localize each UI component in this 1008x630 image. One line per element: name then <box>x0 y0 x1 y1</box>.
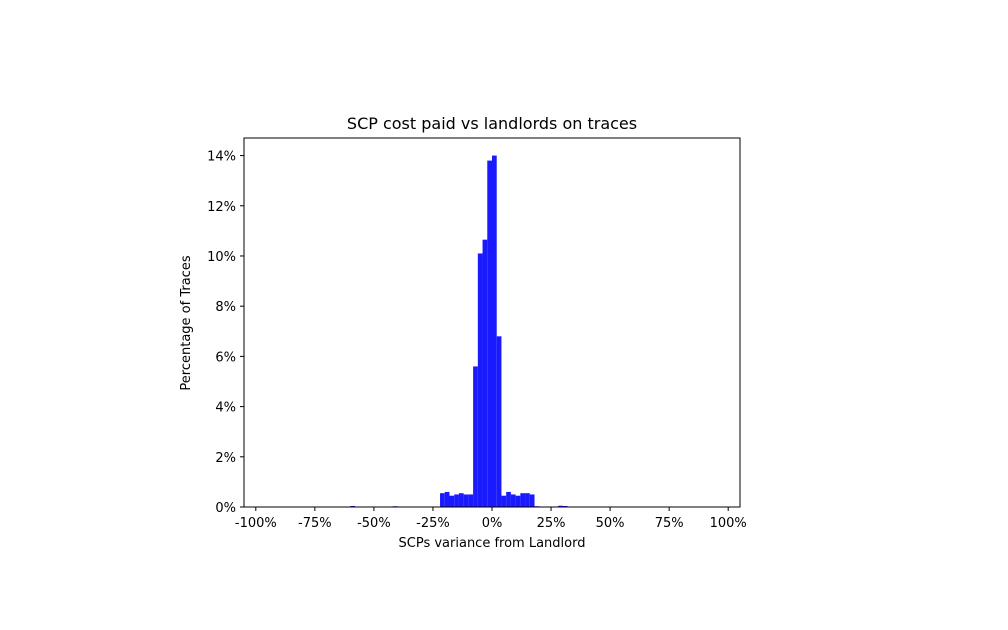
histogram-bar <box>506 491 511 507</box>
x-tick-label: 0% <box>482 516 503 531</box>
histogram-bar <box>515 495 521 507</box>
x-tick-label: -25% <box>416 516 450 531</box>
histogram-bar <box>501 495 507 507</box>
y-tick-label: 14% <box>207 150 236 165</box>
y-tick-label: 10% <box>207 250 236 265</box>
histogram-bar <box>529 494 535 507</box>
histogram-bar <box>444 491 450 507</box>
histogram-bar <box>454 494 459 507</box>
x-tick-label: 75% <box>655 516 684 531</box>
histogram-bar <box>558 505 563 507</box>
histogram-bar <box>463 494 469 507</box>
histogram-bar <box>562 505 568 507</box>
histogram-bar <box>492 155 497 508</box>
histogram-bar <box>477 253 483 507</box>
histogram-bar <box>482 239 488 507</box>
histogram-bar <box>525 493 530 507</box>
histogram-bar <box>440 493 445 507</box>
x-tick-label: 50% <box>596 516 625 531</box>
x-tick-label: 25% <box>537 516 566 531</box>
x-tick-label: -50% <box>357 516 391 531</box>
y-tick-label: 8% <box>215 300 236 315</box>
x-tick-label: 100% <box>710 516 747 531</box>
histogram-bar <box>520 493 526 507</box>
chart-title: SCP cost paid vs landlords on traces <box>347 114 637 133</box>
histogram-bar <box>496 336 502 507</box>
histogram-bar <box>473 366 478 507</box>
y-tick-label: 2% <box>215 451 236 466</box>
y-tick-label: 12% <box>207 200 236 215</box>
histogram-bar <box>350 505 356 507</box>
histogram-bar <box>487 160 492 507</box>
histogram-bar <box>468 494 474 507</box>
x-tick-label: -100% <box>235 516 277 531</box>
y-tick-label: 6% <box>215 350 236 365</box>
histogram-bar <box>449 495 455 507</box>
y-tick-label: 0% <box>215 501 236 516</box>
x-axis: -100% -75% -50% -25% 0% 25% 50% 75% 100% <box>235 507 747 531</box>
x-axis-label: SCPs variance from Landlord <box>399 536 586 551</box>
histogram-bar <box>510 494 516 507</box>
histogram-bar <box>458 493 464 507</box>
y-axis: 0% 2% 4% 6% 8% 10% 12% 14% <box>207 150 244 516</box>
y-axis-label: Percentage of Traces <box>179 255 194 390</box>
bars-group <box>350 155 568 508</box>
x-tick-label: -75% <box>298 516 332 531</box>
y-tick-label: 4% <box>215 401 236 416</box>
